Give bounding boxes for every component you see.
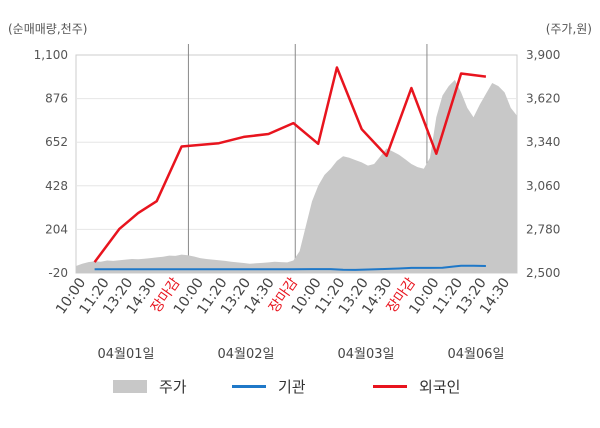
right-tick-label: 2,780 [526, 222, 560, 236]
date-label: 04월02일 [217, 347, 274, 362]
left-tick-label: 204 [45, 222, 68, 236]
legend-item-foreign: 외국인 [373, 374, 460, 398]
left-tick-label: 1,100 [34, 48, 68, 62]
left-tick-label: 428 [45, 179, 68, 193]
price-area [76, 79, 517, 274]
legend-item-price: 주가 [113, 374, 187, 398]
left-tick-label: 876 [45, 92, 68, 106]
date-label: 04월03일 [337, 347, 394, 362]
legend-label-foreign: 외국인 [419, 377, 461, 396]
right-tick-label: 2,500 [526, 266, 560, 280]
left-tick-label: -20 [48, 266, 68, 280]
legend-label-institution: 기관 [278, 377, 306, 396]
chart-legend: 주가 기관 외국인 [0, 374, 600, 398]
date-label: 04월01일 [97, 347, 154, 362]
legend-swatch-price [113, 379, 147, 393]
right-tick-label: 3,060 [526, 179, 560, 193]
right-tick-label: 3,620 [526, 92, 560, 106]
right-tick-label: 3,340 [526, 135, 560, 149]
right-tick-label: 3,900 [526, 48, 560, 62]
legend-item-institution: 기관 [232, 374, 306, 398]
institution-line [94, 264, 486, 271]
left-tick-label: 652 [45, 135, 68, 149]
date-label: 04월06일 [447, 347, 504, 362]
right-axis-unit-label: (주가,원) [545, 22, 592, 36]
legend-swatch-foreign [373, 384, 407, 388]
foreign-line [93, 66, 487, 263]
legend-label-price: 주가 [159, 377, 187, 396]
legend-swatch-institution [232, 384, 266, 388]
left-axis-unit-label: (순매매량,천주) [8, 22, 88, 36]
